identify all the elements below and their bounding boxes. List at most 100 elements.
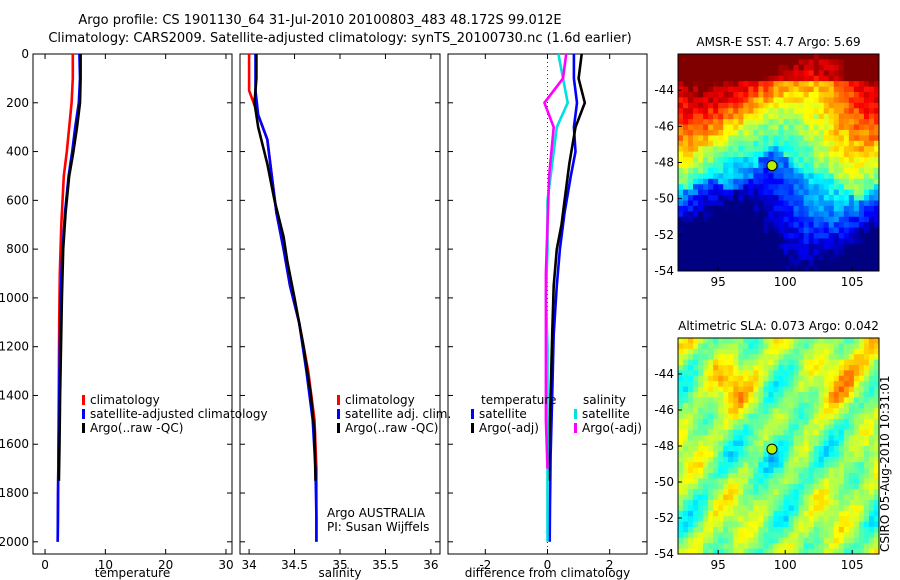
sla-map-cell bbox=[678, 510, 684, 517]
sla-map-cell bbox=[738, 397, 744, 404]
sla-map-cell bbox=[758, 446, 765, 452]
sla-map-cell bbox=[873, 516, 879, 523]
sst-map-cell bbox=[778, 184, 785, 191]
sst-map-cell bbox=[698, 75, 704, 82]
sst-map-cell bbox=[848, 216, 855, 223]
sst-map-cell bbox=[728, 75, 734, 82]
sst-map-cell bbox=[773, 178, 780, 185]
sla-map-cell bbox=[873, 392, 879, 398]
sla-map-cell bbox=[753, 500, 760, 506]
sst-map-cell bbox=[818, 211, 825, 218]
sla-map-cell bbox=[718, 462, 724, 469]
sst-map-cell bbox=[773, 86, 780, 93]
sla-map-cell bbox=[793, 489, 800, 496]
sla-map-cell bbox=[768, 537, 775, 544]
sla-map-cell bbox=[783, 338, 790, 344]
sla-map-cell bbox=[808, 435, 815, 442]
sla-map-cell bbox=[773, 408, 780, 415]
sla-map-cell bbox=[853, 548, 860, 554]
sla-map-cell bbox=[793, 510, 800, 517]
sla-map-cell bbox=[713, 408, 719, 415]
sst-map-cell bbox=[778, 64, 785, 71]
sla-map-cell bbox=[843, 521, 850, 528]
sst-map-cell bbox=[693, 81, 699, 88]
sla-map-cell bbox=[873, 402, 879, 409]
sla-map-cell bbox=[753, 338, 760, 344]
sla-map-cell bbox=[773, 429, 780, 436]
sla-map-cell bbox=[783, 359, 790, 366]
sst-map-cell bbox=[698, 140, 704, 147]
sla-map-cell bbox=[728, 359, 734, 366]
sla-map-cell bbox=[838, 408, 845, 415]
sst-map-cell bbox=[743, 162, 749, 169]
sla-map-cell bbox=[823, 451, 830, 458]
sst-map-cell bbox=[823, 151, 830, 158]
sla-map-cell bbox=[853, 473, 860, 479]
sla-map-cell bbox=[858, 359, 865, 366]
sst-map-cell bbox=[863, 157, 870, 164]
sst-map-cell bbox=[848, 195, 855, 202]
sst-map-cell bbox=[748, 97, 754, 104]
sla-map-cell bbox=[823, 370, 830, 377]
sst-map-cell bbox=[823, 135, 830, 142]
sla-map-cell bbox=[868, 424, 875, 431]
sst-map-cell bbox=[783, 167, 790, 174]
sla-map-cell bbox=[853, 429, 860, 436]
sst-map-cell bbox=[813, 162, 820, 169]
sla-map-cell bbox=[758, 338, 765, 344]
sla-map-cell bbox=[843, 343, 850, 350]
sla-map-cell bbox=[763, 408, 770, 415]
sst-map-cell bbox=[688, 254, 694, 261]
sst-map-cell bbox=[803, 135, 810, 142]
sst-map-cell bbox=[768, 135, 775, 142]
sst-map-cell bbox=[728, 205, 734, 212]
sst-map-cell bbox=[753, 254, 760, 261]
sla-map-cell bbox=[713, 483, 719, 490]
sla-map-cell bbox=[688, 456, 694, 463]
sla-map-cell bbox=[743, 527, 749, 533]
sla-map-cell bbox=[873, 413, 879, 420]
sla-map-cell bbox=[748, 343, 754, 350]
sla-map-cell bbox=[718, 370, 724, 377]
sla-map-cell bbox=[693, 516, 699, 523]
sla-map-xtick-label: 105 bbox=[841, 558, 864, 572]
sst-map-cell bbox=[723, 97, 729, 104]
sst-map-cell bbox=[723, 59, 729, 66]
sst-map-cell bbox=[753, 75, 760, 82]
sst-map-cell bbox=[778, 140, 785, 147]
sst-map-cell bbox=[758, 205, 765, 212]
sst-map-cell bbox=[863, 167, 870, 174]
sst-map-cell bbox=[733, 200, 739, 207]
sst-map-cell bbox=[793, 243, 800, 250]
sst-map-cell bbox=[828, 151, 835, 158]
sla-map-cell bbox=[808, 354, 815, 361]
sst-map-cell bbox=[763, 195, 770, 202]
sla-map-cell bbox=[693, 402, 699, 409]
sla-map-cell bbox=[713, 413, 719, 420]
sla-map-cell bbox=[763, 435, 770, 442]
sla-map-cell bbox=[753, 413, 760, 420]
sst-map-cell bbox=[768, 205, 775, 212]
sst-map-cell bbox=[763, 243, 770, 250]
sst-map-cell bbox=[833, 265, 840, 271]
sst-map-cell bbox=[833, 124, 840, 131]
sst-map-cell bbox=[778, 54, 785, 61]
sst-map-cell bbox=[808, 254, 815, 261]
figure-title-line2: Climatology: CARS2009. Satellite-adjuste… bbox=[48, 31, 631, 46]
sst-map-cell bbox=[688, 70, 694, 77]
sla-map-cell bbox=[688, 397, 694, 404]
sst-map-cell bbox=[703, 140, 709, 147]
sst-map-cell bbox=[798, 243, 805, 250]
sla-map-cell bbox=[678, 527, 684, 533]
sst-map-cell bbox=[818, 184, 825, 191]
sst-map-cell bbox=[848, 157, 855, 164]
sst-map-cell bbox=[718, 162, 724, 169]
sla-map-cell bbox=[823, 483, 830, 490]
sla-map-cell bbox=[838, 392, 845, 398]
salinity-legend-entry-swatch bbox=[337, 423, 340, 433]
sst-map-cell bbox=[678, 200, 684, 207]
sla-map-cell bbox=[688, 440, 694, 447]
sst-map-cell bbox=[743, 233, 749, 240]
sla-map-cell bbox=[728, 548, 734, 554]
sla-map-cell bbox=[733, 516, 739, 523]
